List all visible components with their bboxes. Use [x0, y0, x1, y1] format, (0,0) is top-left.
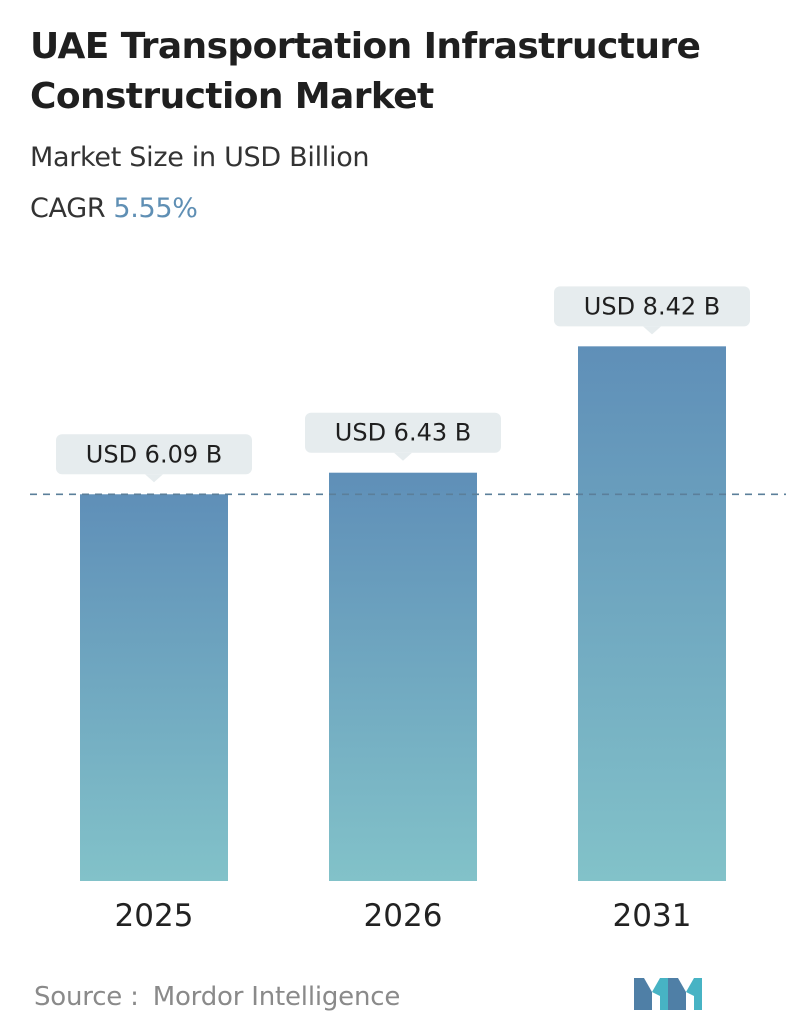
- x-tick-2025: 2025: [115, 898, 194, 934]
- data-label-text: USD 6.09 B: [86, 440, 222, 468]
- cagr-value: 5.55%: [113, 193, 198, 224]
- data-label-text: USD 8.42 B: [584, 292, 720, 320]
- cagr-label: CAGR: [30, 193, 106, 224]
- data-label-bubble: [554, 286, 750, 327]
- x-tick-2026: 2026: [364, 898, 443, 934]
- chart-subtitle: Market Size in USD Billion: [30, 142, 370, 173]
- data-label-2031: USD 8.42 B: [554, 286, 750, 335]
- cagr-line: CAGR 5.55%: [30, 191, 198, 227]
- x-axis-ticks: 2025 2026 2031: [115, 898, 692, 934]
- data-label-pointer: [643, 326, 661, 335]
- source-note: Source : Mordor Intelligence: [34, 980, 400, 1014]
- data-label-2026: USD 6.43 B: [305, 412, 501, 461]
- mordor-intelligence-logo: [634, 978, 702, 1010]
- source-label: Source :: [34, 982, 139, 1012]
- data-label-pointer: [394, 452, 412, 461]
- labels-layer: USD 6.09 B USD 6.43 B USD 8.42 B: [56, 286, 750, 483]
- data-label-bubble: [56, 434, 252, 475]
- data-label-pointer: [145, 474, 163, 483]
- data-label-text: USD 6.43 B: [335, 419, 471, 447]
- x-tick-2031: 2031: [613, 898, 692, 934]
- data-label-bubble: [305, 412, 501, 453]
- source-value: Mordor Intelligence: [152, 982, 401, 1012]
- data-label-2025: USD 6.09 B: [56, 434, 252, 483]
- chart-title: UAE Transportation Infrastructure Constr…: [30, 26, 701, 117]
- bar-2031: [578, 346, 726, 882]
- bars-layer: [80, 346, 726, 882]
- bar-2025: [80, 494, 228, 881]
- bar-2026: [329, 472, 477, 881]
